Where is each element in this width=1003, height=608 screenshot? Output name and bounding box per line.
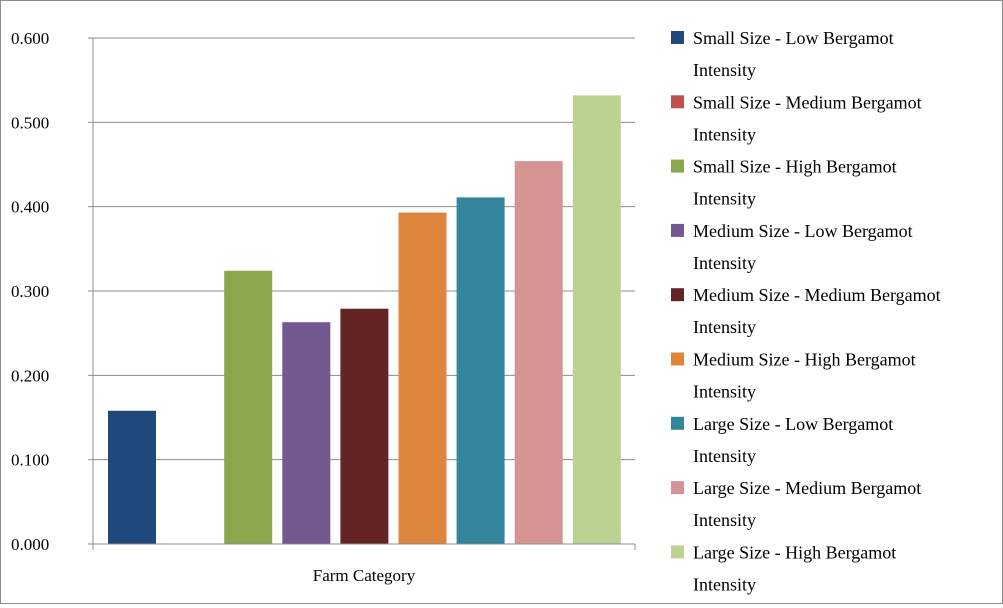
- legend-swatch: [671, 159, 684, 173]
- legend-label: Intensity: [693, 60, 756, 80]
- y-tick-label: 0.100: [11, 451, 49, 470]
- y-tick-label: 0.500: [11, 113, 49, 132]
- legend-label: Intensity: [693, 382, 756, 402]
- axes: [92, 38, 636, 550]
- legend-label: Medium Size - Medium Bergamot: [693, 285, 941, 305]
- y-tick-label: 0.000: [11, 535, 49, 554]
- legend-swatch: [671, 545, 684, 559]
- legend-swatch: [671, 416, 684, 430]
- legend-item: Small Size - High Bergamot Intensity: [671, 157, 897, 209]
- y-tick-label: 0.300: [11, 282, 49, 301]
- legend-swatch: [671, 352, 684, 366]
- legend-label: Intensity: [693, 510, 756, 530]
- legend-label: Large Size - Medium Bergamot: [693, 478, 921, 498]
- legend-label: Small Size - High Bergamot: [693, 157, 897, 177]
- legend-swatch: [671, 223, 684, 237]
- legend-label: Large Size - High Bergamot: [693, 542, 896, 562]
- legend-item: Medium Size - High Bergamot Intensity: [671, 350, 916, 402]
- legend-item: Small Size - Low Bergamot Intensity: [671, 28, 894, 80]
- legend-label: Intensity: [693, 574, 756, 594]
- legend-swatch: [671, 481, 684, 495]
- bar: [340, 308, 389, 544]
- legend-label: Intensity: [693, 189, 756, 209]
- bar: [224, 270, 273, 544]
- y-tick-label: 0.200: [11, 366, 49, 385]
- legend-label: Small Size - Medium Bergamot: [693, 92, 922, 112]
- legend-label: Medium Size - High Bergamot: [693, 350, 916, 370]
- legend-item: Medium Size - Medium Bergamot Intensity: [671, 285, 941, 337]
- y-axis-ticks: 0.000 0.100 0.200 0.300 0.400 0.500 0.600: [11, 29, 93, 554]
- bar: [572, 95, 621, 544]
- legend-label: Large Size - Low Bergamot: [693, 414, 893, 434]
- legend: Small Size - Low BergamotIntensitySmall …: [671, 28, 941, 594]
- bars: [108, 95, 621, 545]
- legend-label: Small Size - Low Bergamot: [693, 28, 894, 48]
- bar: [514, 161, 563, 545]
- legend-item: Large Size - Medium Bergamot Intensity: [671, 478, 921, 530]
- bar: [282, 322, 331, 544]
- y-tick-label: 0.600: [11, 29, 49, 48]
- bar: [108, 410, 156, 544]
- bar: [456, 197, 505, 544]
- legend-label: Intensity: [693, 124, 756, 144]
- legend-label: Intensity: [693, 317, 756, 337]
- bar: [398, 212, 447, 544]
- y-tick-label: 0.400: [11, 198, 49, 217]
- legend-item: Medium Size - Low Bergamot Intensity: [671, 221, 913, 273]
- legend-item: Large Size - Low Bergamot Intensity: [671, 414, 893, 466]
- legend-item: Small Size - Medium Bergamot Intensity: [671, 92, 922, 144]
- legend-swatch: [671, 95, 684, 109]
- legend-item: Large Size - High Bergamot Intensity: [671, 542, 896, 594]
- legend-label: Intensity: [693, 253, 756, 273]
- legend-swatch: [671, 288, 684, 302]
- x-axis-label: Farm Category: [313, 566, 416, 585]
- legend-label: Medium Size - Low Bergamot: [693, 221, 913, 241]
- legend-label: Intensity: [693, 446, 756, 466]
- legend-swatch: [671, 31, 684, 44]
